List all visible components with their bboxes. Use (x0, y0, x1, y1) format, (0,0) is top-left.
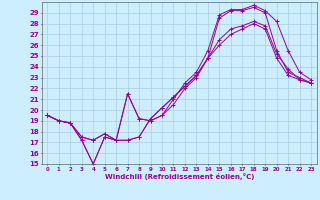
X-axis label: Windchill (Refroidissement éolien,°C): Windchill (Refroidissement éolien,°C) (105, 173, 254, 180)
